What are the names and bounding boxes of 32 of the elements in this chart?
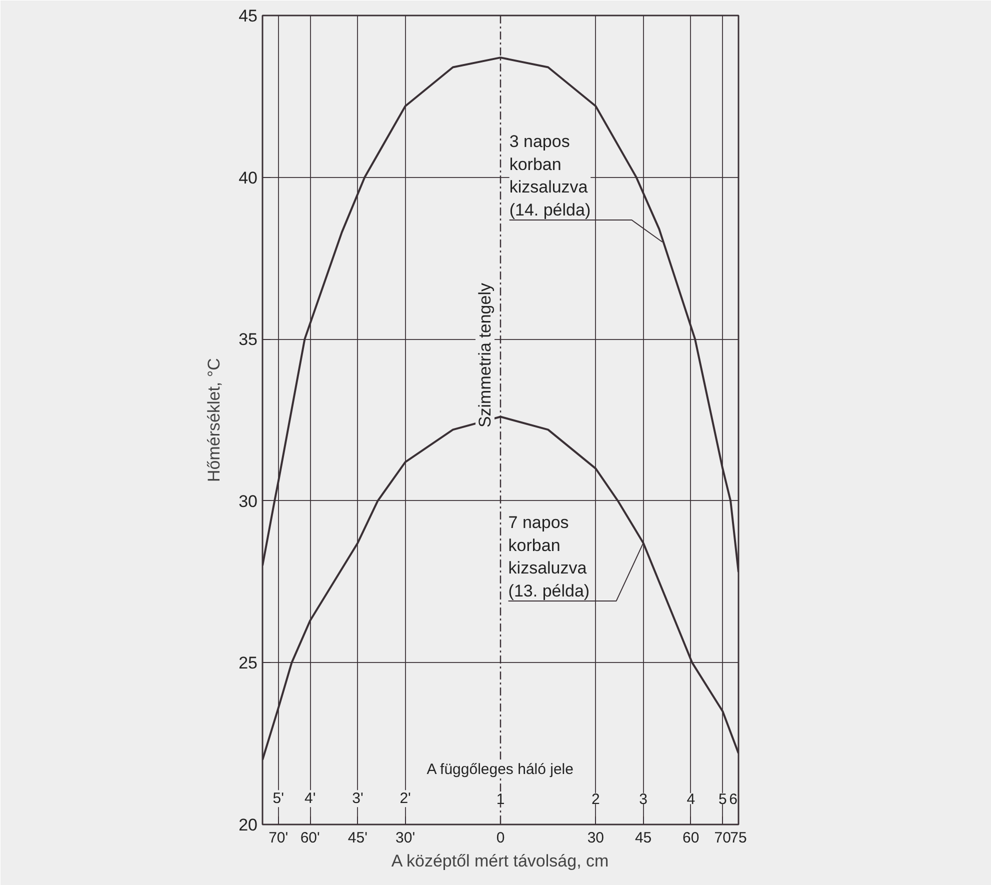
y-axis-title: Hőmérséklet, °C <box>204 358 224 482</box>
x-tick-label: 70' <box>268 830 288 846</box>
annotation: A függőleges háló jele <box>426 760 574 778</box>
annotation: 2' <box>400 790 412 808</box>
y-tick-label: 30 <box>238 492 258 511</box>
x-tick-label: 75 <box>730 830 747 846</box>
y-tick-label: 45 <box>238 6 258 26</box>
y-tick-label: 35 <box>238 330 258 350</box>
annotation: 5 <box>718 791 727 808</box>
annotation: 4' <box>304 790 316 808</box>
x-tick-label: 60 <box>682 830 700 846</box>
ref-line-label: Szimmetria tengely <box>476 282 494 428</box>
annotation: 3 <box>639 791 648 808</box>
annotation: 4 <box>686 791 696 808</box>
annotation: 1 <box>496 791 505 808</box>
x-tick-label: 45' <box>348 830 368 846</box>
annotation: 3' <box>352 790 364 808</box>
annotation: 6 <box>729 791 738 808</box>
x-tick-label: 60' <box>300 830 320 846</box>
x-tick-label: 0 <box>496 830 505 846</box>
y-tick-label: 25 <box>238 654 258 673</box>
annotation: 3 napos korban kizsaluzva (14. példa) <box>509 132 591 220</box>
annotation: 7 napos korban kizsaluzva (13. példa) <box>508 512 590 600</box>
x-tick-label: 30' <box>396 830 416 846</box>
annotation: 5' <box>272 790 284 808</box>
x-tick-label: 70 <box>714 830 731 846</box>
y-tick-label: 40 <box>238 168 258 188</box>
x-axis-title: A középtől mért távolság, cm <box>391 852 609 870</box>
x-tick-label: 30 <box>587 830 604 846</box>
x-tick-label: 45 <box>634 830 652 846</box>
y-tick-label: 20 <box>238 816 258 834</box>
annotation: 2 <box>592 791 600 808</box>
